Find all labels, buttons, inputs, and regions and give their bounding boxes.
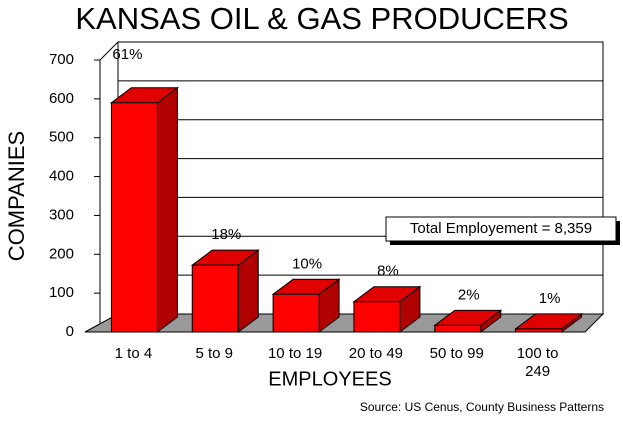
y-axis-label: COMPANIES [4, 131, 29, 261]
x-tick-label: 5 to 9 [195, 345, 234, 362]
share-label: 10% [292, 255, 322, 272]
source-note: Source: US Cenus, County Business Patter… [360, 400, 604, 414]
share-label: 2% [458, 286, 480, 303]
bar [433, 309, 503, 333]
share-label: 61% [112, 46, 142, 63]
x-tick-label: 100 to 249 [516, 345, 559, 380]
bar-front [191, 264, 239, 333]
x-tick-label: 50 to 99 [429, 345, 484, 362]
y-tick-label: 0 [66, 323, 74, 340]
annotation-box [385, 216, 617, 242]
y-tick-label: 700 [49, 51, 74, 68]
y-tick-label: 400 [49, 168, 74, 185]
left-wall-top [99, 41, 119, 61]
y-tick-label: 100 [49, 284, 74, 301]
bar [271, 278, 341, 333]
x-tick-label: 10 to 19 [267, 345, 323, 362]
x-tick-label: 20 to 49 [348, 345, 404, 362]
share-label: 1% [539, 290, 561, 307]
y-tick-label: 500 [49, 129, 74, 146]
bar-side [156, 86, 178, 333]
bar-front [272, 293, 320, 333]
bar-front [434, 324, 482, 333]
bar [190, 249, 260, 333]
share-label: 8% [377, 263, 399, 280]
annotation: Total Employement = 8,359 [410, 220, 592, 237]
bar [352, 285, 422, 333]
bar-front [515, 328, 563, 333]
chart-title: KANSAS OIL & GAS PRODUCERS [75, 1, 568, 36]
y-tick-label: 200 [49, 245, 74, 262]
bar [109, 86, 179, 333]
bar-front [110, 102, 158, 333]
back-wall [117, 41, 604, 315]
bar-front [353, 301, 401, 333]
bar [514, 312, 584, 333]
x-axis-label: EMPLOYEES [268, 368, 391, 390]
x-tick-label: 1 to 4 [114, 345, 153, 362]
y-tick-label: 300 [49, 206, 74, 223]
share-label: 18% [211, 226, 241, 243]
y-tick-label: 600 [49, 90, 74, 107]
